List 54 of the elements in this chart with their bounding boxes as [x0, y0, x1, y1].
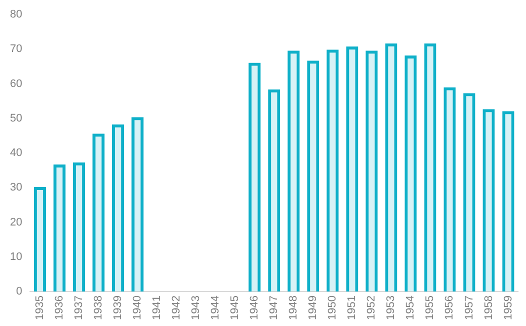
x-tick-label: 1957	[463, 296, 476, 320]
x-tick-label: 1935	[34, 296, 46, 320]
x-tick-label: 1942	[170, 296, 183, 320]
bar	[288, 50, 300, 292]
bar	[53, 164, 66, 292]
x-tick-label: 1958	[482, 296, 495, 320]
bar	[131, 117, 144, 292]
x-tick-label: 1954	[404, 296, 417, 320]
bar	[92, 134, 105, 292]
y-tick-label: 80	[10, 8, 22, 21]
bar	[346, 46, 358, 292]
x-tick-label: 1937	[73, 296, 86, 320]
x-tick-label: 1940	[132, 296, 144, 320]
y-tick-label: 0	[16, 286, 22, 298]
y-tick-label: 20	[10, 216, 22, 228]
y-tick-label: 40	[10, 147, 22, 160]
x-tick-label: 1948	[288, 296, 300, 320]
y-tick-label: 60	[10, 78, 22, 90]
x-tick-label: 1945	[229, 296, 242, 320]
x-tick-label: 1946	[248, 296, 261, 320]
bar	[72, 162, 86, 292]
bar	[502, 111, 514, 292]
x-tick-label: 1955	[424, 296, 436, 320]
y-tick-label: 70	[10, 43, 22, 56]
bar	[366, 50, 378, 292]
bar	[326, 50, 339, 292]
bar	[112, 124, 124, 292]
x-tick-label: 1943	[190, 296, 202, 320]
bar	[463, 93, 476, 292]
x-tick-label: 1951	[346, 296, 358, 320]
x-tick-label: 1941	[151, 296, 164, 320]
bar	[307, 60, 320, 292]
bar	[444, 87, 456, 292]
x-tick-label: 1938	[92, 296, 105, 320]
x-tick-label: 1956	[444, 296, 456, 320]
x-tick-label: 1939	[112, 296, 124, 320]
bar	[34, 186, 46, 292]
y-tick-label: 10	[10, 250, 22, 263]
x-tick-label: 1944	[210, 296, 222, 320]
x-tick-label: 1950	[326, 296, 339, 320]
x-tick-label: 1949	[307, 296, 320, 320]
y-tick-label: 50	[10, 112, 22, 124]
bar	[385, 43, 398, 292]
bar	[424, 43, 436, 292]
x-tick-label: 1936	[54, 296, 66, 320]
y-tick-label: 30	[10, 182, 22, 194]
bar	[268, 89, 280, 292]
x-tick-label: 1952	[366, 296, 378, 320]
bar	[248, 62, 261, 292]
x-tick-label: 1947	[268, 296, 280, 320]
bar	[482, 109, 495, 292]
x-tick-label: 1953	[385, 296, 398, 320]
bar	[404, 55, 417, 292]
x-tick-label: 1959	[502, 296, 514, 320]
